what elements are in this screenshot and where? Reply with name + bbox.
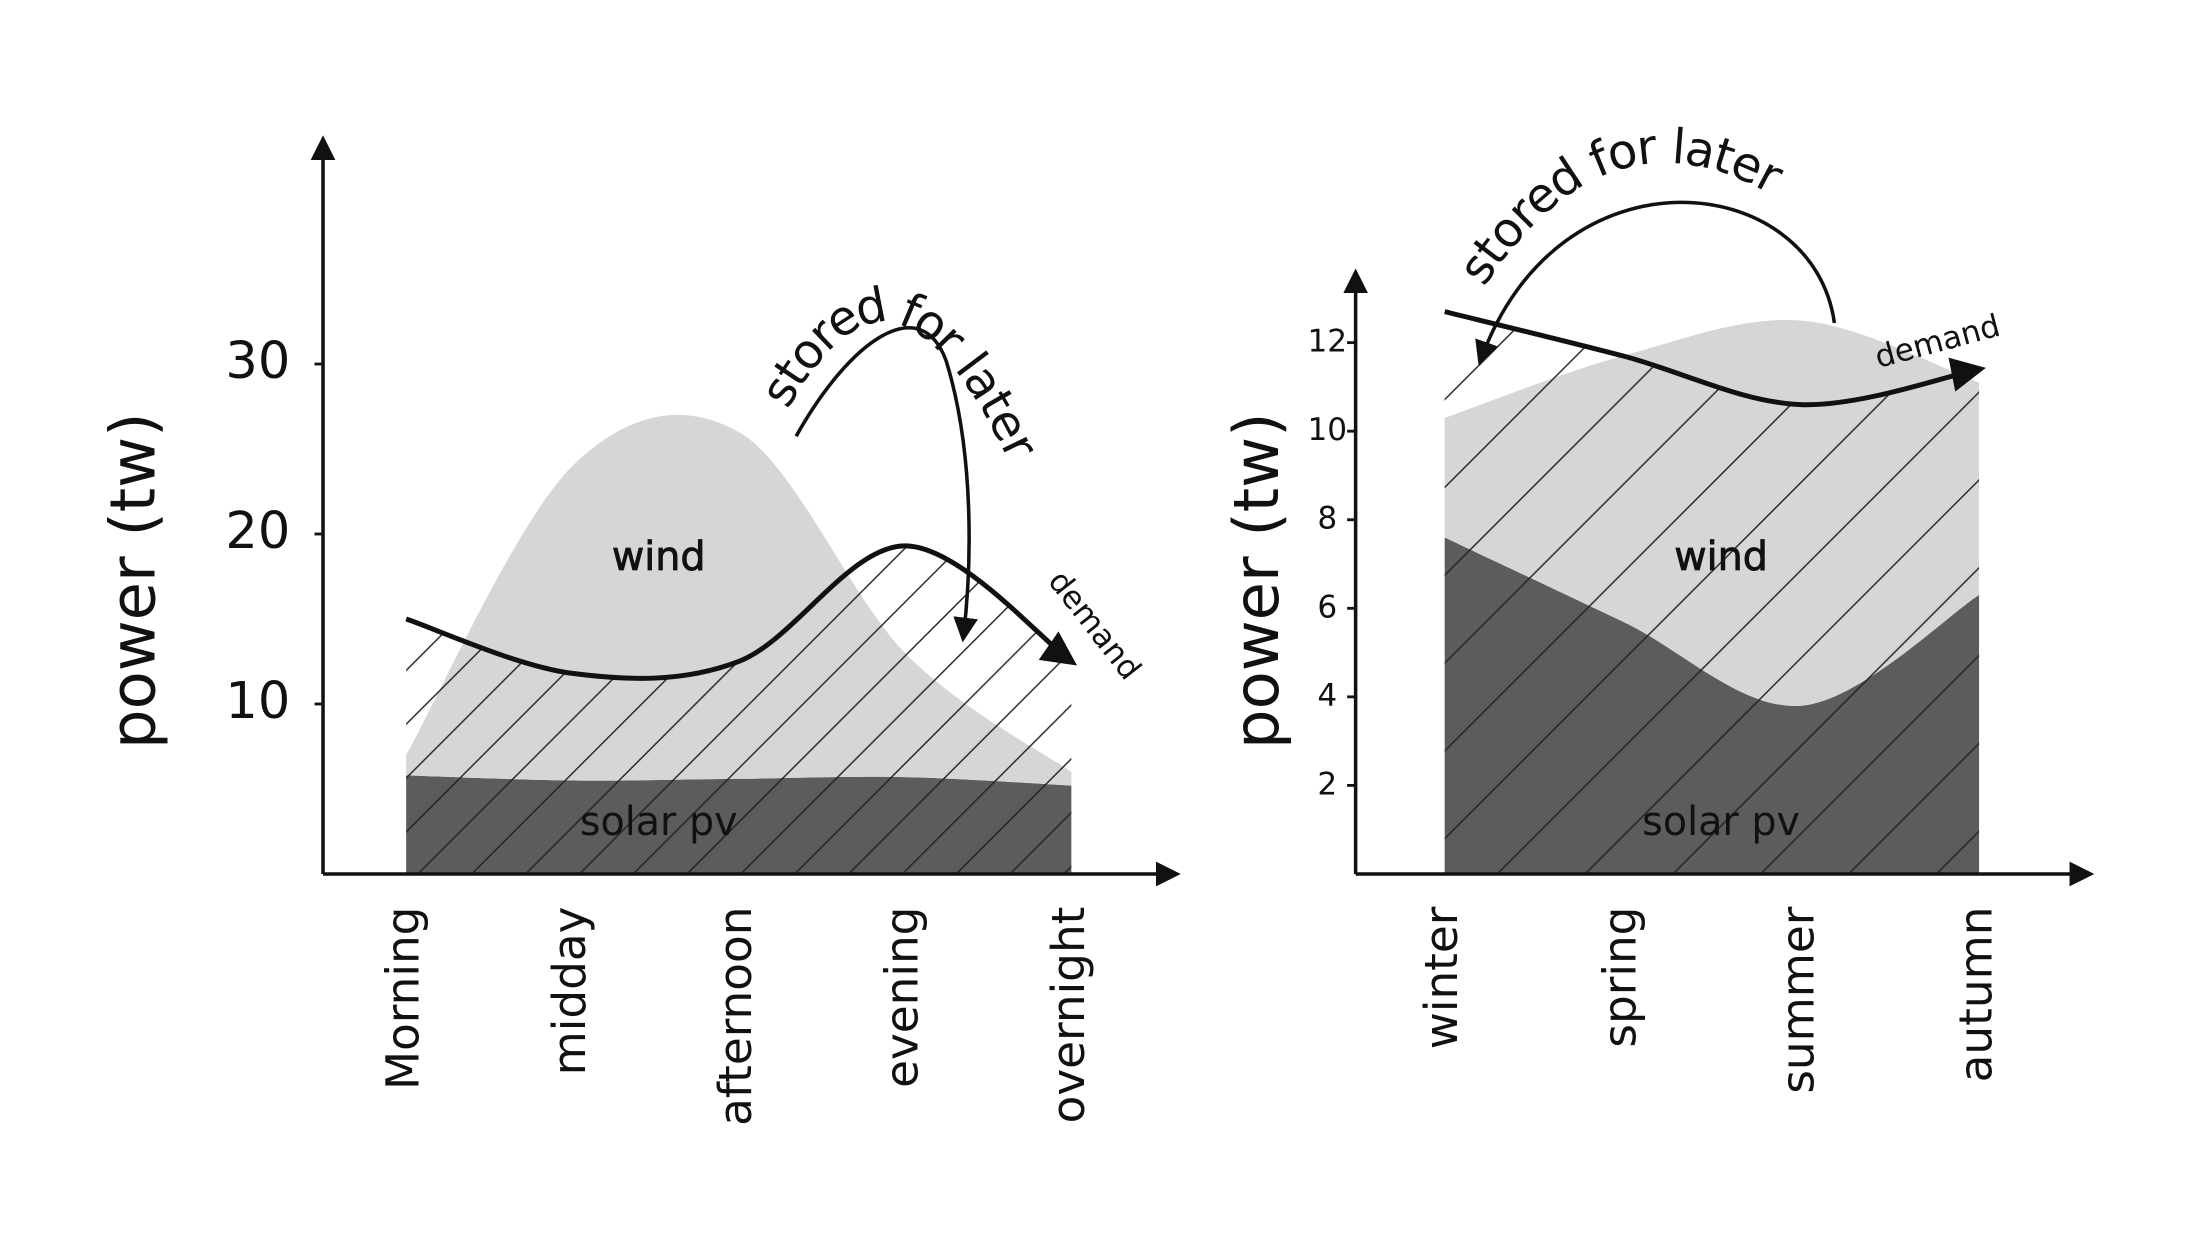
- x-tick-label: autumn: [1950, 907, 2003, 1083]
- demand-hatch: [406, 545, 1072, 874]
- annotation-arrow: [1475, 200, 1837, 366]
- x-tick-label: afternoon: [709, 907, 762, 1126]
- y-axis-label: power (tw): [97, 413, 170, 749]
- line: [405, 543, 1078, 681]
- series-label: wind: [612, 534, 706, 580]
- y-tick-label: 20: [225, 502, 290, 561]
- annotation: stored for later: [1448, 119, 1792, 295]
- series-label: solar pv: [580, 799, 738, 845]
- y-tick-label: 10: [225, 672, 290, 731]
- annotation-arrow: [794, 326, 978, 643]
- x-tick-label: Morning: [377, 907, 430, 1090]
- x-tick-label: spring: [1593, 907, 1646, 1048]
- y-tick-label: 30: [225, 332, 290, 391]
- y-tick-label: 2: [1317, 766, 1337, 802]
- x-tick-label: winter: [1415, 906, 1468, 1049]
- y-tick-label: 8: [1317, 501, 1337, 537]
- y-tick-label: 4: [1317, 678, 1337, 714]
- x-tick-label: midday: [543, 907, 596, 1076]
- x-tick-label: summer: [1771, 906, 1824, 1093]
- annotation-text: stored for later: [1448, 119, 1792, 295]
- y-tick-label: 10: [1307, 412, 1347, 448]
- series-label: solar pv: [1642, 799, 1800, 845]
- demand-hatch: [1444, 311, 1980, 874]
- y-tick-label: 6: [1317, 589, 1337, 625]
- x-tick-label: overnight: [1042, 907, 1095, 1124]
- x-tick-label: evening: [876, 907, 929, 1088]
- annotation: stored for later: [750, 277, 1049, 468]
- line: [1444, 309, 1986, 408]
- series-label: wind: [1674, 534, 1768, 580]
- y-axis-label: power (tw): [1220, 413, 1293, 749]
- annotation-text: stored for later: [750, 277, 1049, 468]
- y-tick-label: 12: [1307, 324, 1347, 360]
